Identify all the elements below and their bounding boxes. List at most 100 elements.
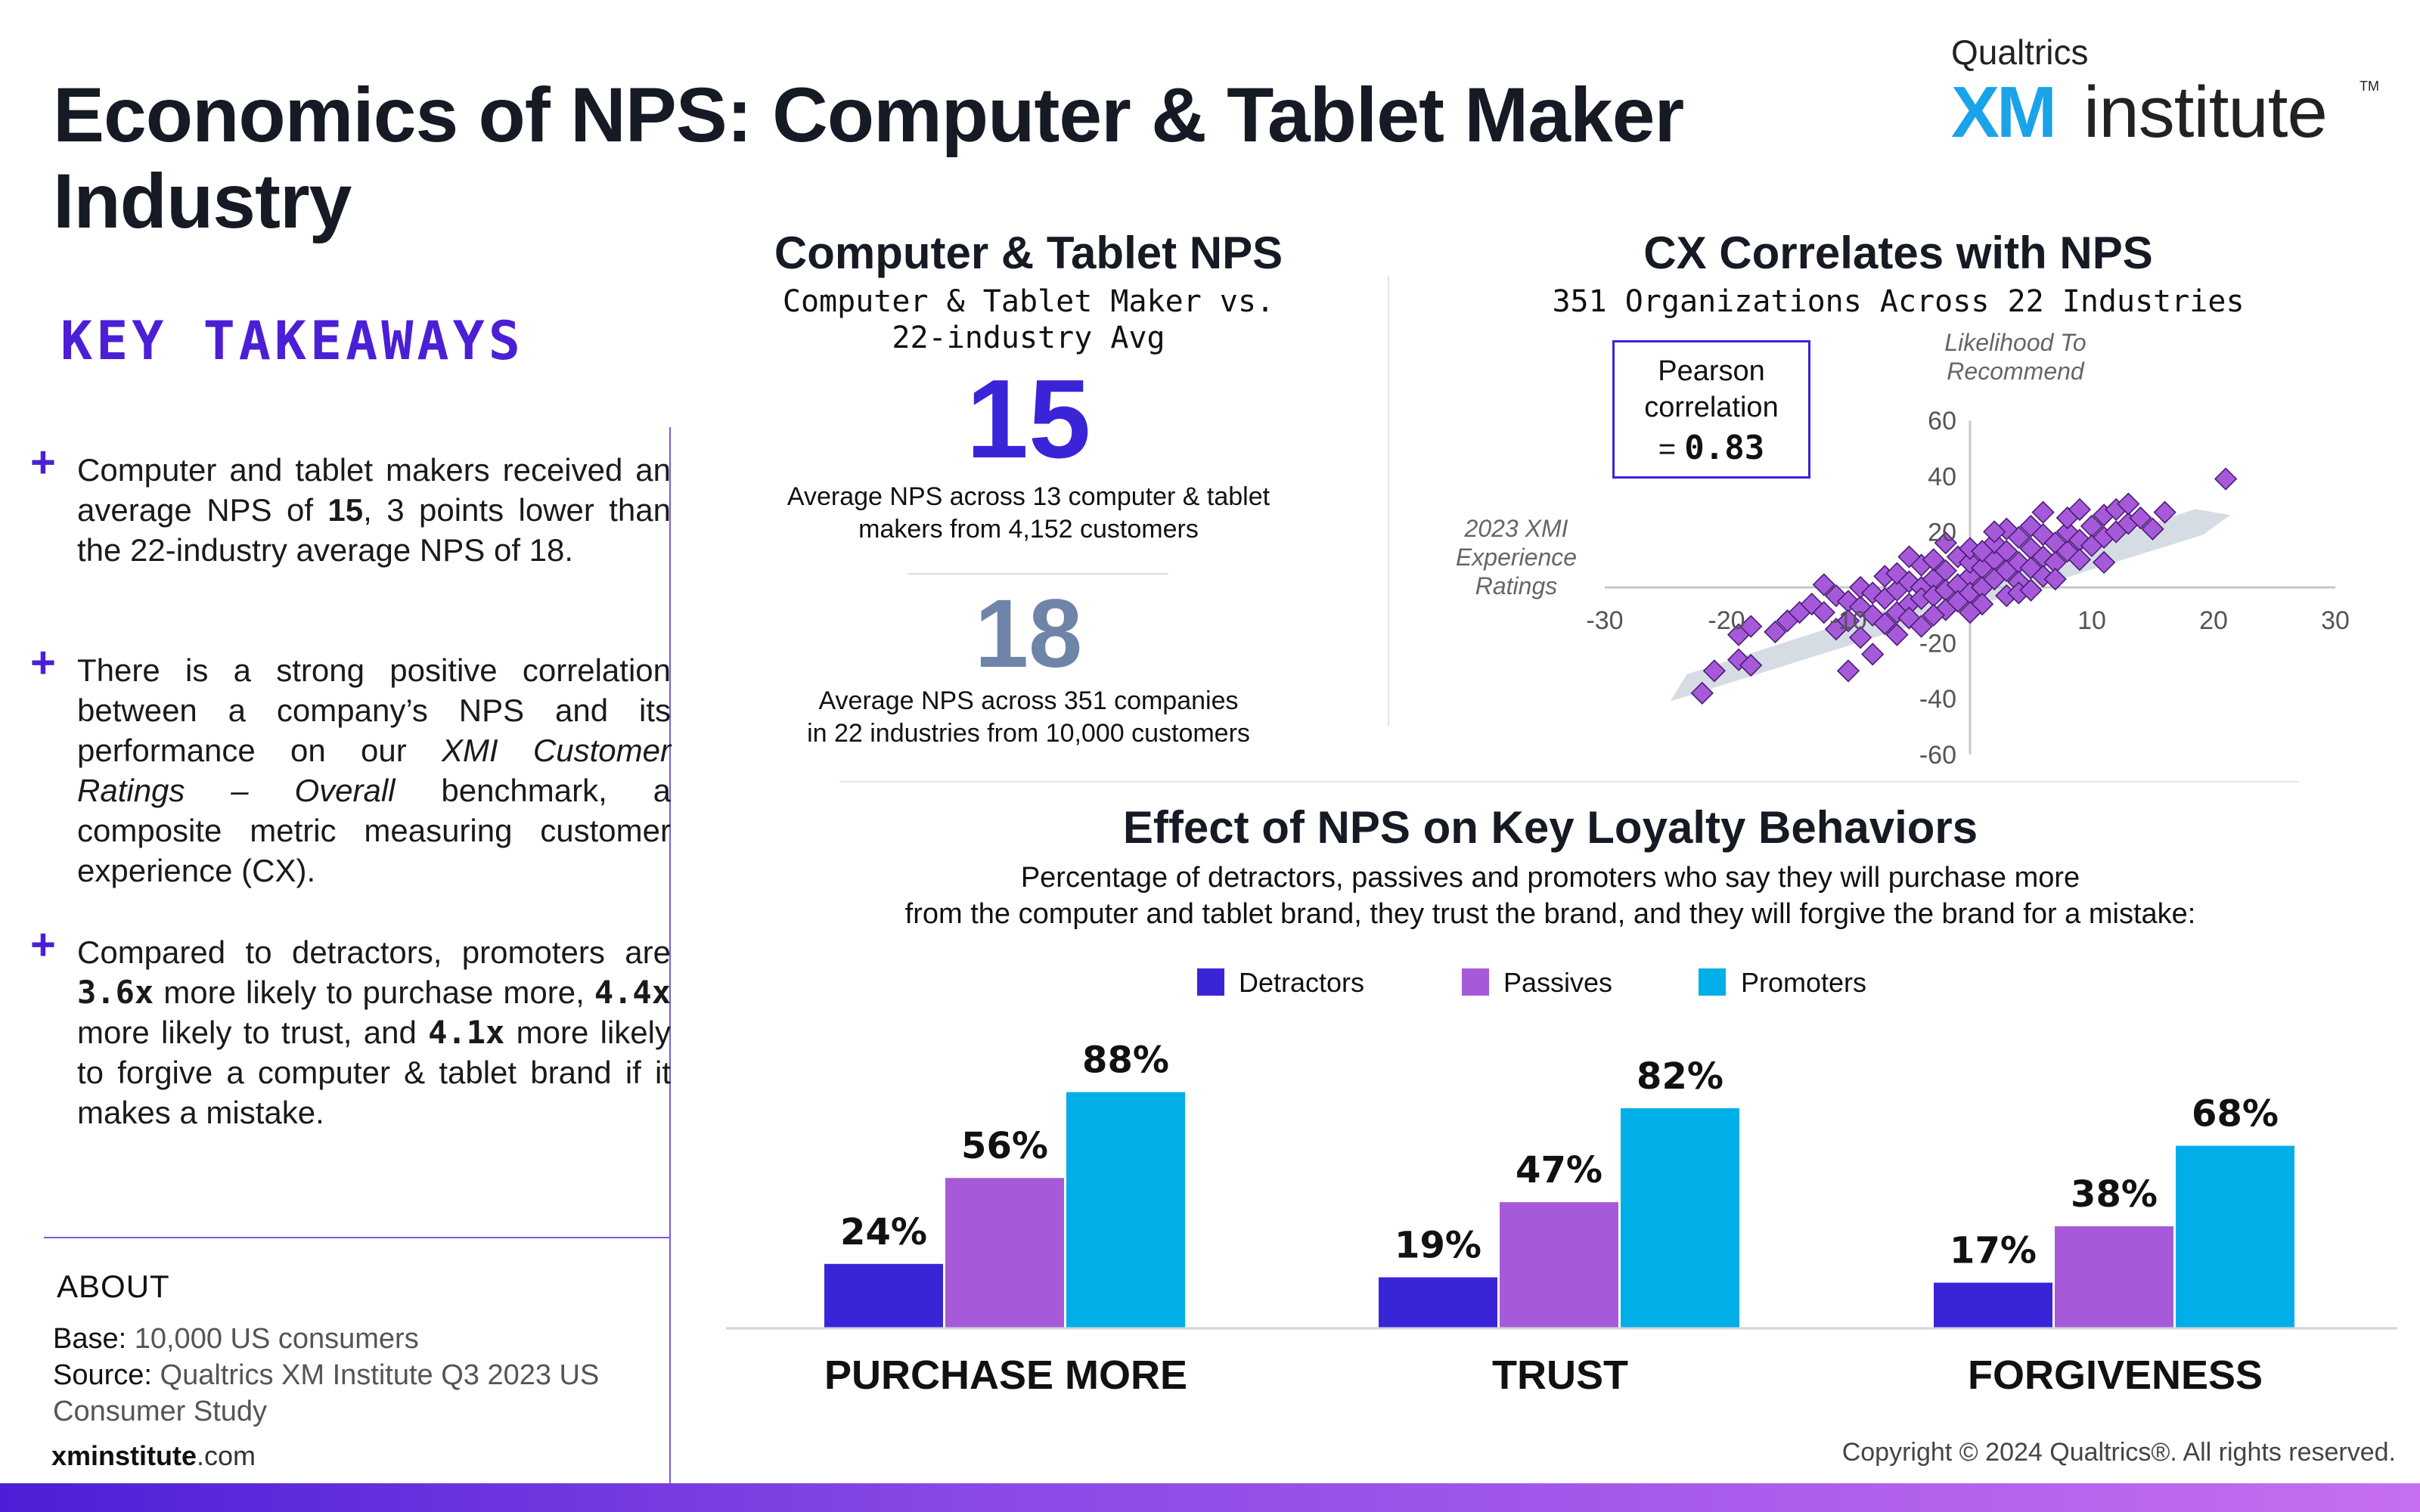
- bar-value-label: 38%: [2071, 1173, 2158, 1216]
- bar-passives: [2055, 1226, 2173, 1328]
- copyright-text: Copyright © 2024 Qualtrics®. All rights …: [1841, 1438, 2396, 1467]
- plus-icon: +: [30, 638, 56, 687]
- bar-detractors: [1934, 1282, 2052, 1328]
- bar-detractors: [824, 1263, 943, 1328]
- scatter-point: [1970, 540, 1994, 563]
- scatter-point: [1702, 659, 1727, 683]
- bar-promoters: [1066, 1092, 1185, 1328]
- bar-value-label: 47%: [1516, 1149, 1602, 1191]
- bar-value-label: 24%: [840, 1211, 927, 1253]
- takeaway-text: Compared to detractors, promoters are 3.…: [77, 934, 671, 1130]
- left-column-divider: [669, 427, 671, 1486]
- scatter-point: [2141, 517, 2164, 541]
- scatter-point: [2068, 497, 2092, 522]
- scatter-point: [1739, 615, 1763, 638]
- legend-swatch-passives: [1462, 968, 1489, 996]
- category-label-purchase-more: PURCHASE MORE: [824, 1352, 1188, 1398]
- category-label-forgiveness: FORGIVENESS: [1967, 1352, 2263, 1398]
- scatter-point: [2031, 500, 2055, 524]
- legend-swatch-detractors: [1197, 968, 1224, 996]
- y-tick-label: 20: [1928, 518, 1956, 547]
- about-base: Base: 10,000 US consumers: [53, 1323, 419, 1355]
- panel-divider-horizontal: [839, 781, 2299, 782]
- nps-panel-subtitle-1: Computer & Tablet Maker vs.: [782, 284, 1275, 319]
- pearson-value: 0.83: [1684, 429, 1765, 467]
- bar-promoters: [2176, 1145, 2294, 1328]
- bar-passives: [1500, 1202, 1618, 1328]
- y-tick-label: 60: [1928, 407, 1956, 435]
- pearson-value-row: = 0.83: [1658, 429, 1765, 467]
- loyalty-panel-subtitle-2: from the computer and tablet brand, they…: [904, 898, 2196, 930]
- scatter-point: [1885, 623, 1909, 646]
- scatter-point: [2092, 550, 2116, 575]
- about-heading: ABOUT: [57, 1269, 170, 1304]
- plus-icon: +: [30, 438, 56, 487]
- industry-nps-desc-2: makers from 4,152 customers: [858, 515, 1199, 544]
- logo-institute: institute: [2083, 72, 2328, 153]
- x-tick-label: 30: [2321, 606, 2350, 635]
- scatter-point: [1764, 620, 1787, 644]
- panel-divider-vertical: [1388, 276, 1389, 726]
- y-tick-label: -20: [1919, 630, 1956, 658]
- nps-divider: [908, 573, 1168, 575]
- scatter-point: [1690, 681, 1714, 705]
- scatter-point: [1958, 600, 1982, 624]
- x-tick-label: -30: [1586, 606, 1623, 635]
- bar-value-label: 56%: [961, 1125, 1048, 1167]
- bar-value-label: 68%: [2192, 1093, 2279, 1136]
- scatter-point: [1897, 570, 1921, 593]
- average-nps-desc-2: in 22 industries from 10,000 customers: [807, 719, 1250, 748]
- y-tick-label: -60: [1919, 741, 1956, 770]
- scatter-point: [1848, 626, 1872, 649]
- takeaway-text: Computer and tablet makers received an a…: [77, 452, 672, 568]
- scatter-point: [1873, 612, 1897, 635]
- logo-xm: XM: [1951, 72, 2057, 153]
- scatter-xlabel: 2023 XMI Experience Ratings: [1455, 515, 1578, 600]
- bar-promoters: [1621, 1108, 1739, 1328]
- average-nps-desc-1: Average NPS across 351 companies: [818, 686, 1239, 715]
- scatter-point: [1934, 531, 1957, 555]
- qualtrics-xm-institute-logo: Qualtrics XM institute TM: [1951, 32, 2379, 153]
- loyalty-bar-chart: 24% 56% 88% 19% 47% 82% 17% 38% 68%: [726, 1040, 2397, 1330]
- x-tick-label: 10: [2077, 606, 2106, 635]
- pearson-correlation-box: Pearson correlation = 0.83: [1612, 340, 1810, 479]
- site-link[interactable]: xminstitute.com: [51, 1440, 256, 1471]
- about-source: Source: Qualtrics XM Institute Q3 2023 U…: [53, 1359, 600, 1391]
- loyalty-panel-subtitle-1: Percentage of detractors, passives and p…: [1020, 862, 2080, 894]
- pearson-label-2: correlation: [1644, 392, 1779, 423]
- bar-value-label: 88%: [1082, 1040, 1169, 1082]
- about-divider: [44, 1237, 670, 1238]
- cx-panel-title: CX Correlates with NPS: [1643, 228, 2153, 278]
- plus-icon: +: [30, 920, 56, 969]
- scatter-point: [1836, 609, 1860, 633]
- scatter-point: [2019, 578, 2043, 602]
- x-tick-label: 20: [2199, 606, 2228, 635]
- industry-nps-value: 15: [966, 357, 1091, 482]
- cx-nps-scatter-chart: -30 -20 -10 10 20 30 60 40 20 -20 -40 -60: [1586, 407, 2350, 770]
- scatter-point: [2153, 500, 2176, 524]
- scatter-point: [1922, 548, 1945, 572]
- pearson-label-1: Pearson: [1658, 355, 1765, 387]
- y-tick-label: -40: [1919, 685, 1956, 714]
- footer-gradient-bar: [0, 1483, 2420, 1512]
- loyalty-panel-title: Effect of NPS on Key Loyalty Behaviors: [1122, 802, 1978, 853]
- legend-label-passives: Passives: [1503, 967, 1613, 998]
- category-label-trust: TRUST: [1492, 1352, 1628, 1398]
- bar-value-label: 82%: [1637, 1055, 1723, 1098]
- takeaway-text: There is a strong positive correlation b…: [77, 652, 671, 888]
- page-title: Economics of NPS: Computer & Tablet Make…: [53, 72, 1684, 244]
- bar-detractors: [1379, 1277, 1497, 1328]
- scatter-point: [1836, 659, 1860, 683]
- nps-panel-subtitle-2: 22-industry Avg: [892, 321, 1165, 355]
- scatter-point: [1922, 603, 1945, 627]
- scatter-point: [1861, 643, 1885, 666]
- x-tick-label: -10: [1829, 606, 1866, 635]
- legend-swatch-promoters: [1699, 968, 1726, 996]
- scatter-point: [2068, 548, 2092, 572]
- cx-panel-subtitle: 351 Organizations Across 22 Industries: [1552, 284, 2245, 319]
- scatter-point: [2117, 492, 2140, 516]
- scatter-point: [1910, 615, 1933, 638]
- nps-panel-title: Computer & Tablet NPS: [774, 228, 1283, 278]
- scatter-point: [1983, 520, 2006, 544]
- scatter-point: [1812, 600, 1835, 624]
